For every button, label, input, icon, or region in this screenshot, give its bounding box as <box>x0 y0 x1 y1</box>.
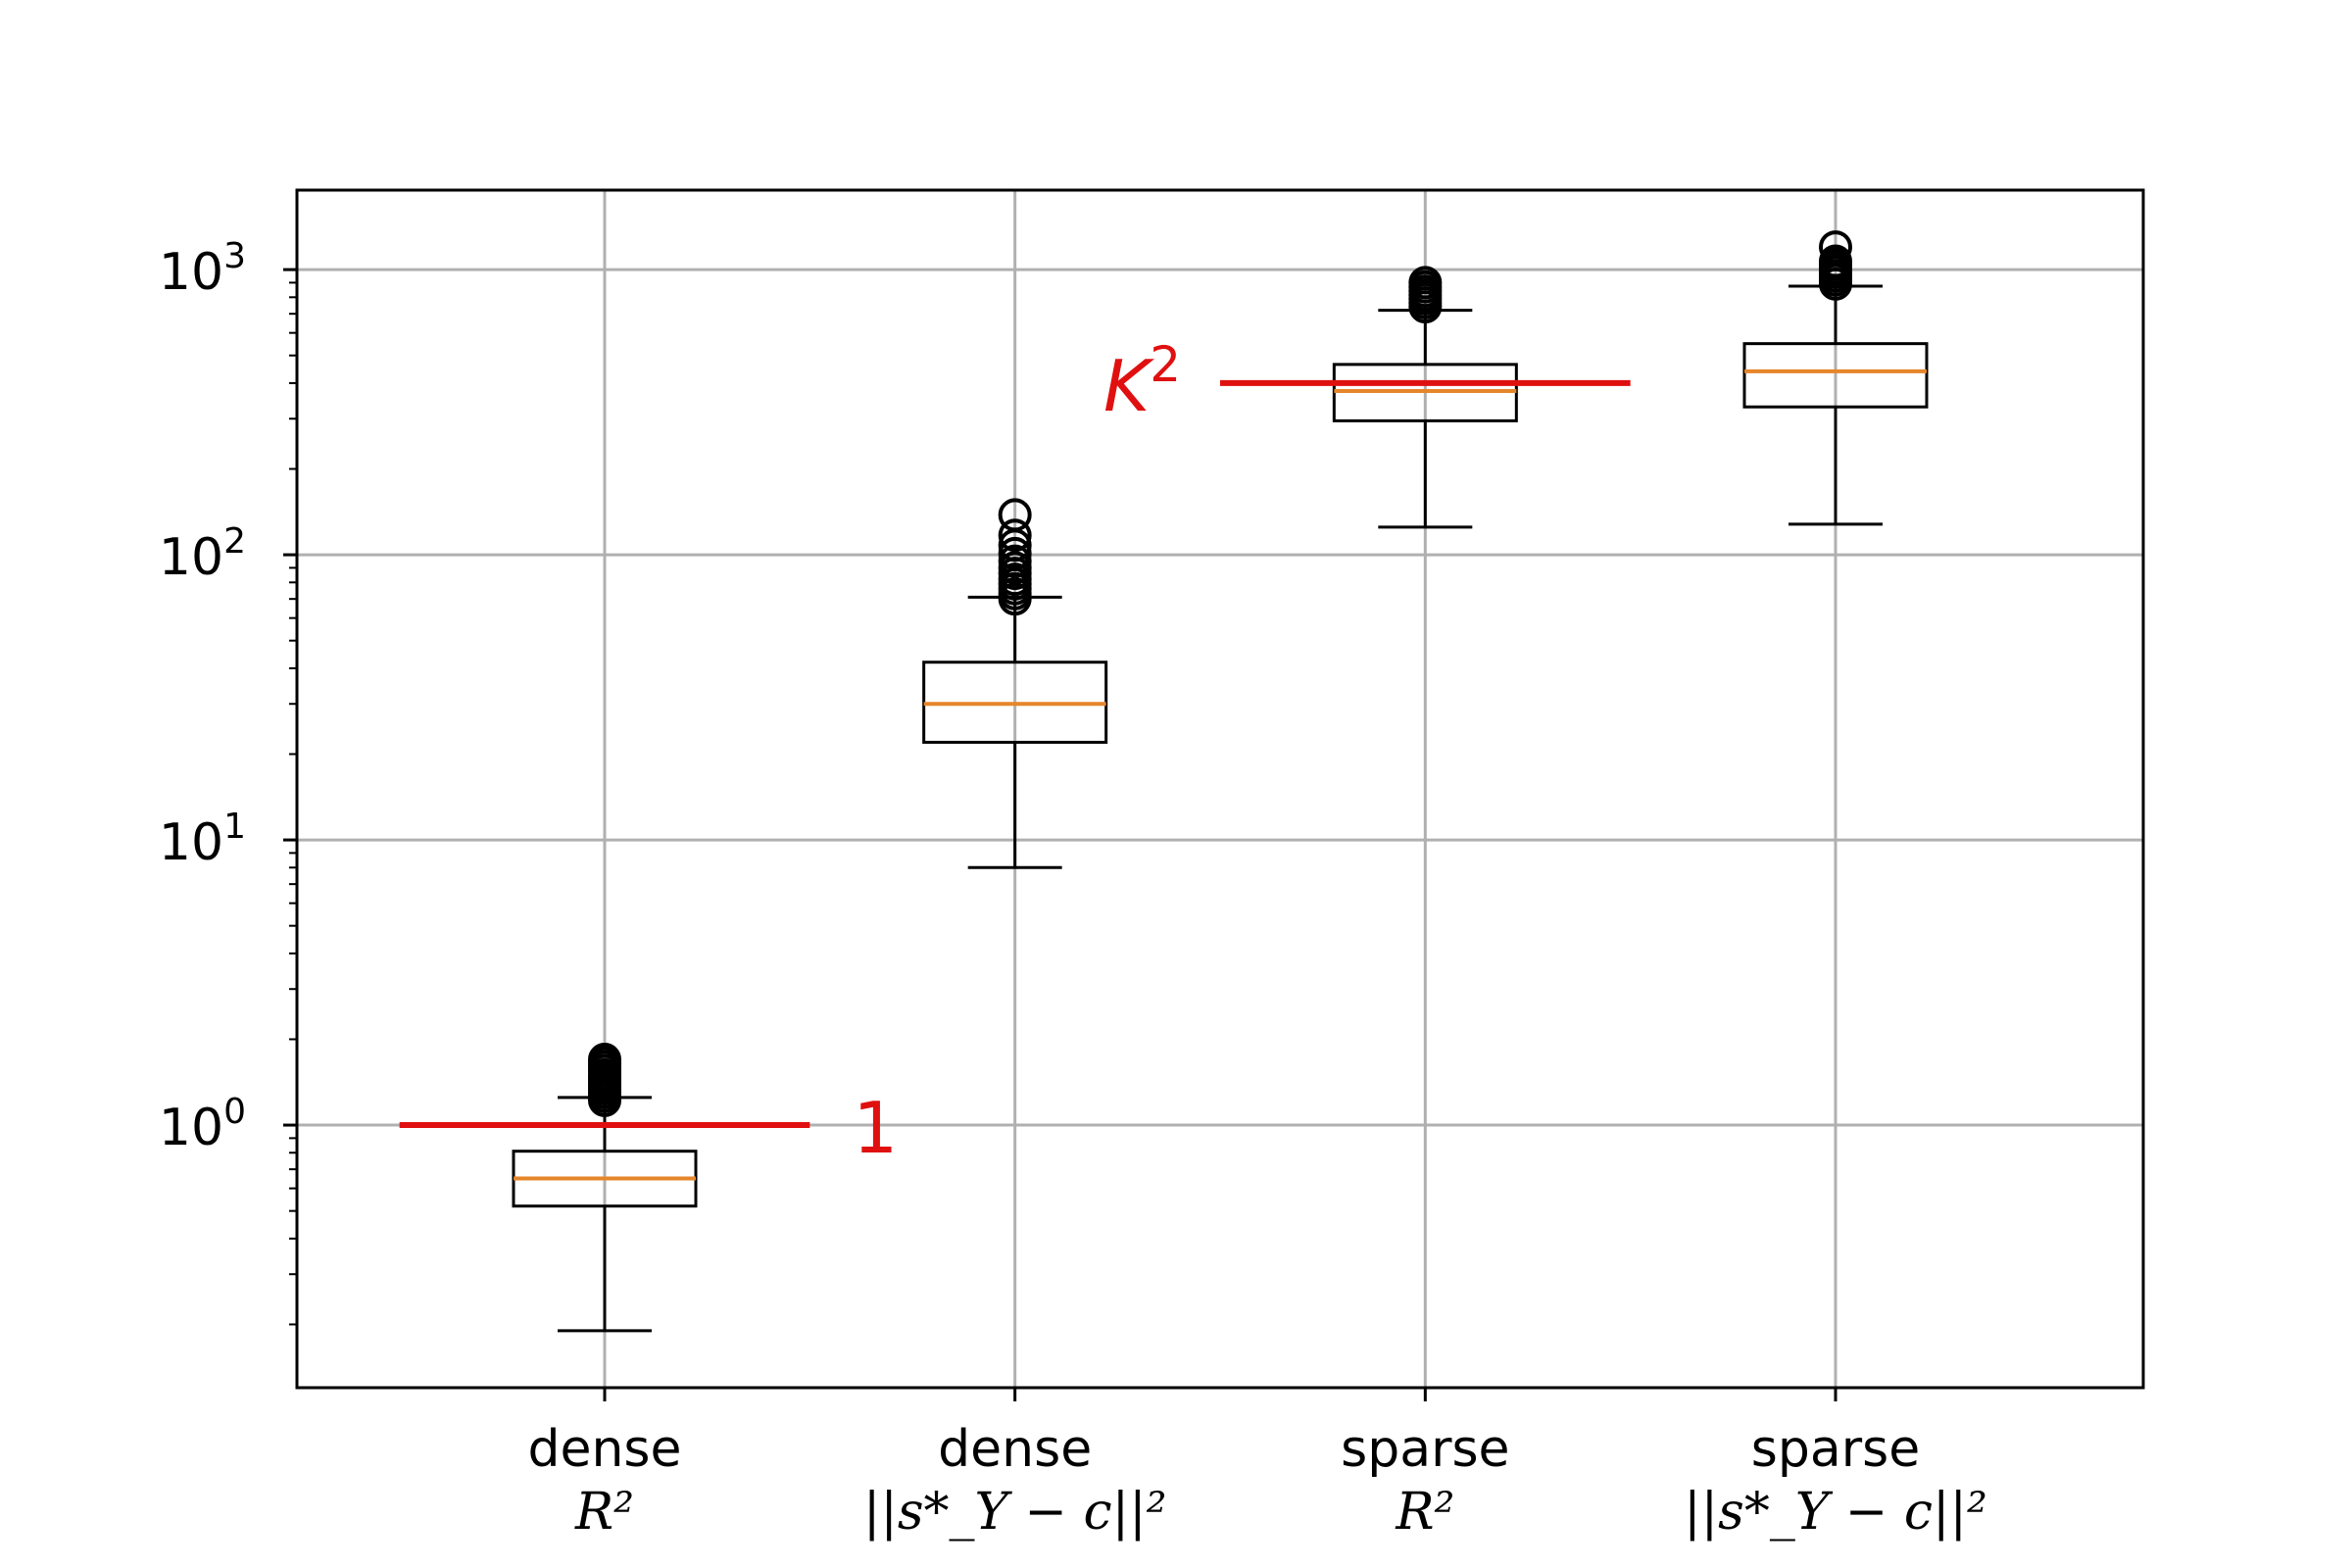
outlier-point <box>998 498 1032 532</box>
boxes <box>512 230 1929 1333</box>
box-body <box>1742 342 1929 409</box>
box-group <box>922 498 1108 869</box>
plot-frame <box>295 188 2145 1390</box>
reference-label: K2 <box>1103 336 1181 427</box>
y-tick-label: 103 <box>159 236 246 302</box>
outlier-point <box>998 536 1032 570</box>
x-tick-label-line1: sparse <box>1751 1420 1920 1479</box>
box-group <box>1332 266 1518 529</box>
y-axis-ticks: 100 101 102 103 <box>159 236 297 1157</box>
reference-lines: 1 K2 <box>399 336 1631 1169</box>
outlier-point <box>998 518 1032 553</box>
x-tick-label-line2: ||s*_Y − c||² <box>1684 1483 1987 1542</box>
outlier-point <box>588 1043 621 1077</box>
box-group <box>1742 230 1929 526</box>
outlier-point <box>1819 230 1852 265</box>
outlier-point <box>1819 244 1852 278</box>
x-tick-label-line2: R² <box>574 1483 634 1542</box>
y-tick-label: 100 <box>159 1092 246 1157</box>
y-tick-label: 101 <box>159 807 246 872</box>
box-group <box>512 1043 698 1333</box>
x-tick-label-line1: dense <box>938 1420 1092 1479</box>
x-tick-label-line2: ||s*_Y − c||² <box>863 1483 1167 1542</box>
y-tick-label: 102 <box>159 521 246 587</box>
reference-label: 1 <box>853 1087 898 1169</box>
x-tick-label-line1: sparse <box>1341 1420 1509 1479</box>
x-tick-label-line1: dense <box>527 1420 681 1479</box>
outlier-point <box>1408 266 1443 300</box>
x-tick-label-line2: R² <box>1395 1483 1454 1542</box>
